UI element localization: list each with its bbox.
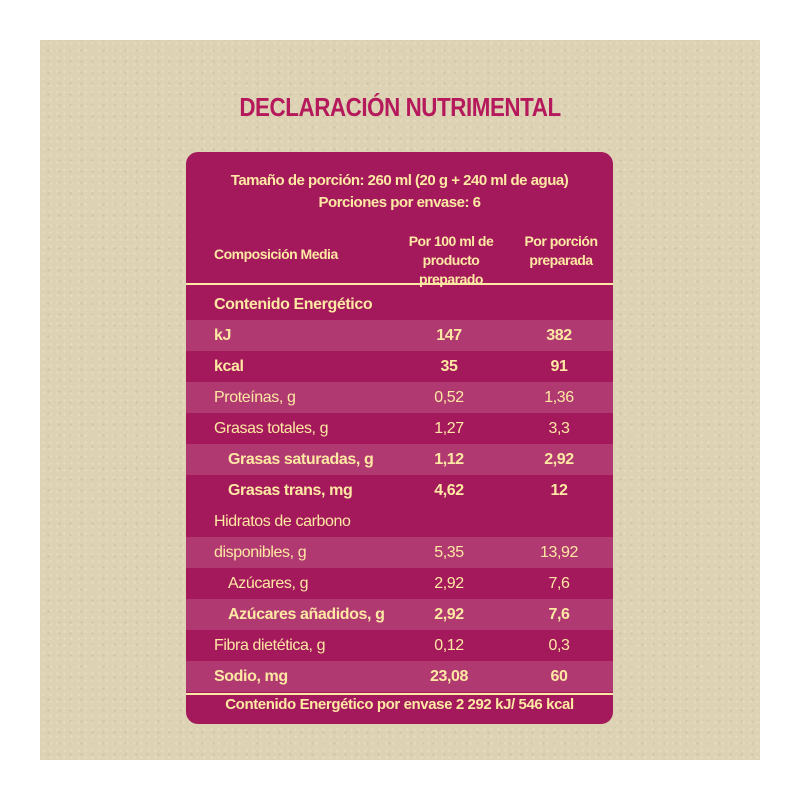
section-row-energy: Contenido Energético: [186, 289, 613, 320]
value-per-serving: 1,36: [544, 389, 574, 406]
section-label: Contenido Energético: [214, 296, 373, 313]
value-per-100ml: 23,08: [429, 668, 469, 685]
nutrient-label: Sodio, mg: [214, 668, 288, 685]
nutrient-label: Grasas trans, mg: [228, 482, 353, 499]
nutrient-label: Azúcares, g: [228, 575, 309, 592]
table-row: Proteínas, g 0,52 1,36: [186, 382, 613, 413]
nutrient-label: disponibles, g: [214, 544, 307, 561]
value-per-serving: 13,92: [539, 544, 579, 561]
value-per-serving: 382: [546, 327, 572, 344]
value-per-100ml: 2,92: [434, 606, 464, 623]
nutrient-label: Fibra dietética, g: [214, 637, 326, 654]
value-per-100ml: 1,27: [434, 420, 464, 437]
energy-per-pack: Contenido Energético por envase 2 292 kJ…: [225, 696, 574, 713]
table-row: Grasas saturadas, g 1,12 2,92: [186, 444, 613, 475]
value-per-serving: 0,3: [548, 637, 570, 654]
nutrient-label: kcal: [214, 358, 244, 375]
footer-divider: [186, 693, 613, 695]
value-per-100ml: 0,12: [434, 637, 464, 654]
servings-per-pack: Porciones por envase: 6: [318, 194, 481, 211]
nutrient-label: Proteínas, g: [214, 389, 296, 406]
table-row: Azúcares, g 2,92 7,6: [186, 568, 613, 599]
table-row: Grasas totales, g 1,27 3,3: [186, 413, 613, 444]
table-row: Azúcares añadidos, g 2,92 7,6: [186, 599, 613, 630]
page-title: DECLARACIÓN NUTRIMENTAL: [239, 92, 561, 122]
nutrient-label: Azúcares añadidos, g: [228, 606, 385, 623]
value-per-100ml: 0,52: [434, 389, 464, 406]
value-per-100ml: 147: [436, 327, 462, 344]
column-header-per-100ml-line1: Por 100 ml de: [408, 233, 494, 249]
table-row: kJ 147 382: [186, 320, 613, 351]
nutrient-label: Grasas totales, g: [214, 420, 329, 437]
value-per-serving: 7,6: [548, 575, 570, 592]
value-per-serving: 91: [550, 358, 568, 375]
table-row: Fibra dietética, g 0,12 0,3: [186, 630, 613, 661]
table-row: disponibles, g 5,35 13,92: [186, 537, 613, 568]
value-per-100ml: 35: [440, 358, 458, 375]
column-header-composition: Composición Media: [214, 246, 338, 262]
value-per-100ml: 1,12: [434, 451, 464, 468]
table-row: Hidratos de carbono: [186, 506, 613, 537]
nutrient-label: kJ: [214, 327, 231, 344]
nutrition-table: Tamaño de porción: 260 ml (20 g + 240 ml…: [186, 152, 613, 724]
table-row: Sodio, mg 23,08 60: [186, 661, 613, 692]
value-per-serving: 12: [550, 482, 568, 499]
column-header-per-serving-line2: preparada: [529, 252, 593, 268]
value-per-serving: 60: [550, 668, 568, 685]
table-row: Grasas trans, mg 4,62 12: [186, 475, 613, 506]
column-header-per-100ml: Por 100 ml de producto preparado: [391, 232, 511, 289]
header-divider: [186, 283, 613, 285]
value-per-serving: 7,6: [548, 606, 570, 623]
value-per-100ml: 5,35: [434, 544, 464, 561]
column-header-per-serving-line1: Por porción: [524, 233, 598, 249]
value-per-100ml: 2,92: [434, 575, 464, 592]
table-row: kcal 35 91: [186, 351, 613, 382]
value-per-serving: 3,3: [548, 420, 570, 437]
serving-size: Tamaño de porción: 260 ml (20 g + 240 ml…: [230, 172, 569, 189]
value-per-serving: 2,92: [544, 451, 574, 468]
nutrient-label: Hidratos de carbono: [214, 513, 351, 530]
column-header-per-serving: Por porción preparada: [516, 232, 606, 270]
nutrient-label: Grasas saturadas, g: [228, 451, 374, 468]
value-per-100ml: 4,62: [434, 482, 464, 499]
